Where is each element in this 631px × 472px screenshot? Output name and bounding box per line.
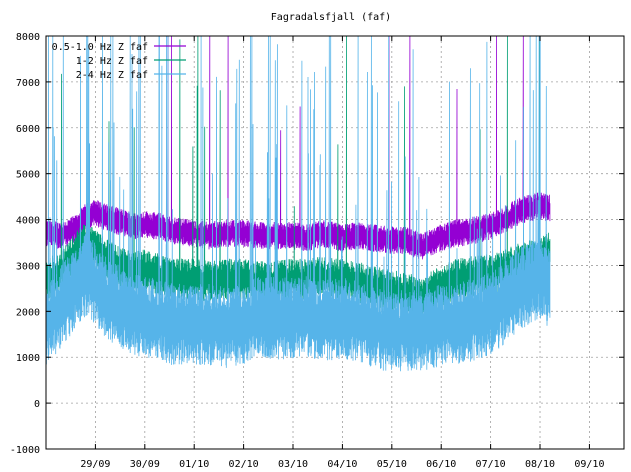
chart-title: Fagradalsfjall (faf) [271,12,391,23]
y-tick-label: 4000 [16,216,40,227]
y-tick-label: 1000 [16,353,40,364]
x-tick-label: 04/10 [327,459,357,470]
x-tick-label: 01/10 [179,459,209,470]
x-tick-label: 06/10 [426,459,456,470]
legend-label: 2-4 Hz Z faf [76,70,148,81]
series-line-2 [45,35,551,372]
y-tick-label: 3000 [16,261,40,272]
legend-label: 0.5-1.0 Hz Z faf [52,42,148,53]
x-tick-label: 02/10 [229,459,259,470]
x-axis: 29/09 30/09 01/10 02/10 03/10 04/10 05/10 06/10… [80,36,604,470]
y-tick-label: 5000 [16,170,40,181]
x-tick-label: 30/09 [130,459,160,470]
y-tick-label: -1000 [10,445,40,456]
y-tick-label: 2000 [16,307,40,318]
x-tick-label: 07/10 [476,459,506,470]
x-tick-label: 29/09 [80,459,110,470]
y-tick-label: 7000 [16,78,40,89]
legend: 0.5-1.0 Hz Z faf 1-2 Hz Z faf 2-4 Hz Z faf [52,42,186,81]
legend-label: 1-2 Hz Z faf [76,56,148,67]
plot-frame [45,35,625,450]
y-tick-label: 0 [34,399,40,410]
plot-area [45,35,551,372]
y-tick-label: 6000 [16,124,40,135]
x-tick-label: 08/10 [525,459,555,470]
x-tick-label: 03/10 [278,459,308,470]
x-tick-label: 05/10 [377,459,407,470]
y-tick-label: 8000 [16,32,40,43]
x-tick-label: 09/10 [574,459,604,470]
